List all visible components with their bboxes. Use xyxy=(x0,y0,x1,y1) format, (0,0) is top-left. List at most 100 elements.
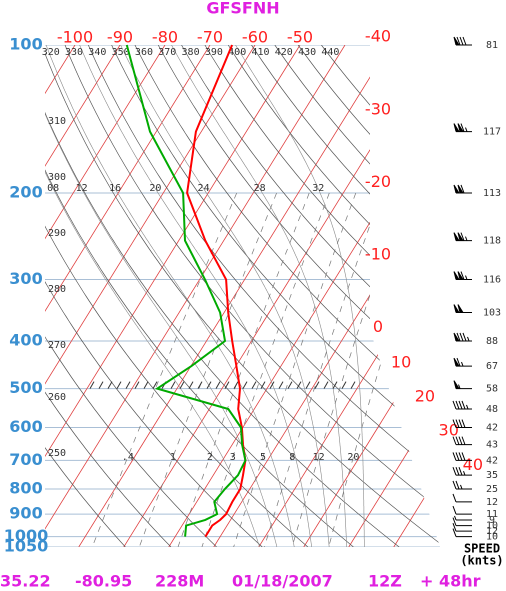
isotherm xyxy=(45,45,256,547)
x-tick-label: -60 xyxy=(242,28,268,47)
wind-speed-label: 12 xyxy=(486,526,498,537)
wind-barb xyxy=(452,452,472,461)
wind-barb xyxy=(452,436,472,446)
hatch xyxy=(323,381,329,389)
dry-adiabat-label: 430 xyxy=(298,47,316,58)
y-tick-label: 600 xyxy=(9,417,42,436)
x-tick-label: -20 xyxy=(365,172,391,191)
hatch xyxy=(206,381,212,389)
dry-adiabat-label: 270 xyxy=(48,340,66,351)
dry-adiabat-label: 420 xyxy=(275,47,293,58)
wind-speed-label: 42 xyxy=(486,455,498,466)
x-tick-label: -70 xyxy=(197,28,223,47)
y-tick-label: 500 xyxy=(9,378,42,397)
moist-adiabat xyxy=(45,45,295,547)
wind-title: SPEED xyxy=(464,542,500,556)
dry-adiabat xyxy=(45,45,440,547)
hatch xyxy=(332,381,338,389)
x-tick-label: -100 xyxy=(57,28,93,47)
wind-speed-label: 118 xyxy=(483,236,501,247)
hatch xyxy=(251,381,257,389)
hatch xyxy=(287,381,293,389)
wind-barb xyxy=(453,123,472,133)
wind-barb xyxy=(452,505,472,515)
moist-adiabat-label: 12 xyxy=(76,183,88,194)
dry-adiabat-label: 340 xyxy=(88,47,106,58)
wind-speed-label: 25 xyxy=(486,484,498,495)
isotherm xyxy=(45,45,211,547)
wind-speed-label: 10 xyxy=(486,521,498,532)
hatch xyxy=(179,381,185,389)
y-tick-label: 1000 xyxy=(4,526,49,545)
y-tick-label: 200 xyxy=(9,182,42,201)
footer-text: 228M xyxy=(155,572,204,591)
wind-speed-label: 12 xyxy=(486,497,498,508)
moist-adiabat xyxy=(45,45,260,547)
dry-adiabat xyxy=(45,45,172,547)
footer-text: + 48hr xyxy=(420,572,481,591)
dry-adiabat xyxy=(45,45,354,547)
x-tick-label: 40 xyxy=(463,455,483,474)
dry-adiabat xyxy=(45,45,263,547)
plot-area xyxy=(45,45,440,547)
profile-line xyxy=(125,44,247,537)
mixing-ratio-label: 8 xyxy=(289,452,295,463)
mixing-ratio-label: 5 xyxy=(260,452,266,463)
mixing-ratio-line xyxy=(233,192,357,547)
dry-adiabat-label: 320 xyxy=(42,47,60,58)
wind-speed-label: 103 xyxy=(483,307,501,318)
x-tick-label: -90 xyxy=(107,28,133,47)
mixing-ratio-label: .4 xyxy=(122,452,134,463)
dry-adiabat xyxy=(297,45,440,547)
isotherm xyxy=(45,45,301,547)
moist-adiabat-label: 20 xyxy=(149,183,161,194)
hatch xyxy=(233,381,239,389)
mixing-ratio-line xyxy=(201,192,330,547)
moist-adiabat-label: 28 xyxy=(254,183,266,194)
hatch xyxy=(152,381,158,389)
wind-speed-label: 113 xyxy=(483,188,501,199)
moist-adiabat-label: 16 xyxy=(109,183,121,194)
hatch xyxy=(89,381,95,389)
isotherm xyxy=(45,45,346,547)
hatch xyxy=(260,381,266,389)
mixing-ratio-line xyxy=(264,192,382,547)
dry-adiabat-label: 440 xyxy=(321,47,339,58)
dry-adiabat-label: 310 xyxy=(48,116,66,127)
hatch xyxy=(296,381,302,389)
hatch xyxy=(350,381,356,389)
wind-speed-label: 10 xyxy=(486,532,498,543)
wind-barb xyxy=(453,36,472,46)
dry-adiabat xyxy=(134,45,440,547)
dry-adiabat-label: 400 xyxy=(228,47,246,58)
dry-adiabat xyxy=(45,45,126,547)
hatch xyxy=(197,381,203,389)
y-tick-label: 800 xyxy=(9,478,42,497)
wind-speed-label: 88 xyxy=(486,336,498,347)
y-tick-label: 900 xyxy=(9,504,42,523)
hatch xyxy=(170,381,176,389)
wind-barb xyxy=(454,515,472,521)
annotations: 10020030040050060070080090010001050-100-… xyxy=(0,27,504,591)
dry-adiabat-label: 280 xyxy=(48,284,66,295)
footer-text: 35.22 xyxy=(0,572,51,591)
y-tick-label: 400 xyxy=(9,330,42,349)
hatch xyxy=(314,381,320,389)
dry-adiabat-label: 380 xyxy=(182,47,200,58)
wind-barb xyxy=(453,304,472,313)
dry-adiabat-label: 300 xyxy=(48,172,66,183)
wind-speed-label: 58 xyxy=(486,384,498,395)
dry-adiabat-label: 260 xyxy=(48,392,66,403)
wind-speed-label: 48 xyxy=(486,404,498,415)
hatch xyxy=(125,381,131,389)
wind-barb xyxy=(452,528,472,538)
x-tick-label: 10 xyxy=(391,353,411,372)
mixing-ratio-label: 12 xyxy=(313,452,325,463)
y-tick-label: 1050 xyxy=(4,537,49,556)
moist-adiabat xyxy=(79,45,312,547)
dry-adiabat xyxy=(227,45,440,547)
wind-barb xyxy=(453,332,472,342)
dry-adiabat-label: 410 xyxy=(251,47,269,58)
wind-speed-label: 35 xyxy=(486,470,498,481)
dry-adiabat-label: 350 xyxy=(112,47,130,58)
